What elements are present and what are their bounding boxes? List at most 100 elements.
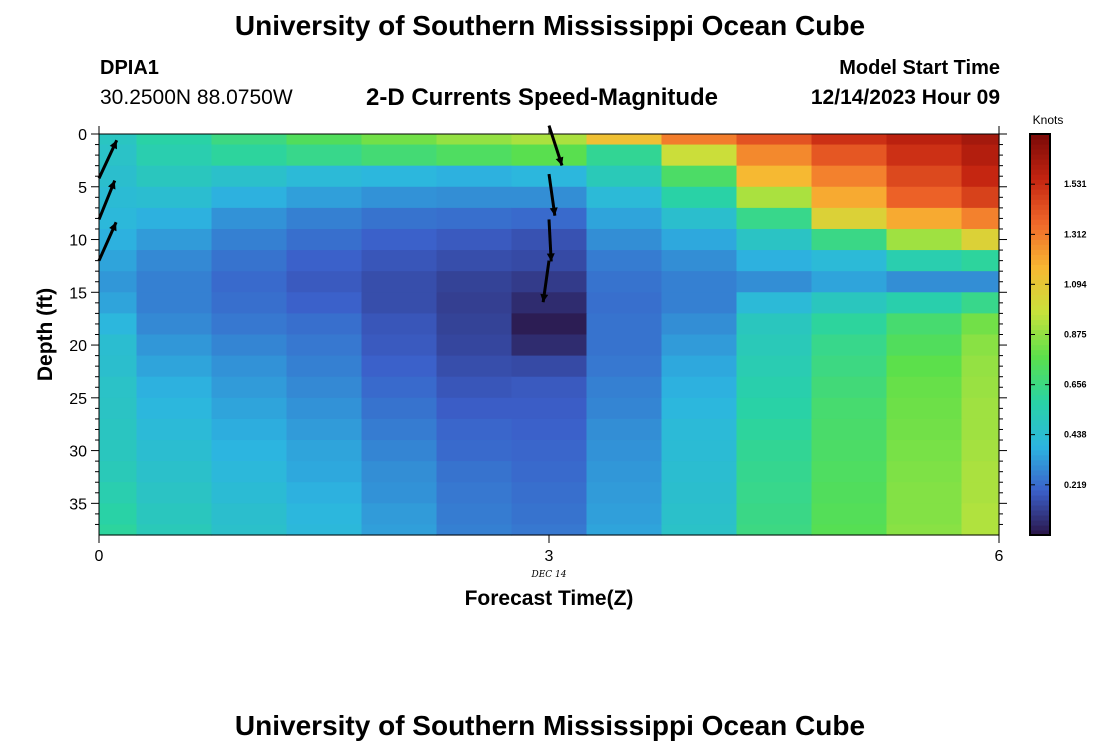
heatmap-cell — [99, 134, 138, 146]
footer-title: University of Southern Mississippi Ocean… — [234, 710, 866, 741]
heatmap-cell — [736, 397, 813, 420]
heatmap-cell — [211, 292, 288, 314]
heatmap-cell — [436, 482, 513, 504]
colorbar-swatch — [1030, 339, 1050, 346]
heatmap-cell — [436, 334, 513, 357]
heatmap-cell — [361, 313, 438, 336]
colorbar-tick-label: 1.312 — [1064, 229, 1087, 239]
heatmap-cell — [99, 207, 138, 230]
heatmap-cell — [361, 334, 438, 357]
colorbar-swatch — [1030, 399, 1050, 406]
colorbar-swatch — [1030, 309, 1050, 316]
heatmap-cell — [661, 440, 738, 462]
colorbar-swatch — [1030, 259, 1050, 265]
heatmap-cell — [136, 461, 213, 483]
current-vector-head — [109, 222, 117, 232]
heatmap-cell — [811, 292, 888, 314]
heatmap-cell — [661, 144, 738, 167]
heatmap-cell — [99, 165, 138, 188]
heatmap-cell — [211, 482, 288, 504]
colorbar-tick-label: 1.531 — [1064, 179, 1087, 189]
heatmap-cell — [136, 292, 213, 314]
heatmap-cell — [586, 271, 663, 293]
heatmap-cell — [211, 418, 288, 441]
colorbar-swatch — [1030, 489, 1050, 496]
page-title: University of Southern Mississippi Ocean… — [234, 10, 866, 41]
heatmap-cell — [736, 482, 813, 504]
heatmap-cell — [586, 334, 663, 357]
heatmap-cell — [586, 250, 663, 272]
x-tick-label: 3 — [545, 548, 554, 565]
heatmap-cell — [886, 503, 963, 526]
heatmap-cell — [811, 186, 888, 209]
heatmap-cell — [436, 228, 513, 251]
heatmap-cell — [811, 461, 888, 483]
heatmap-cell — [736, 134, 813, 146]
colorbar-swatch — [1030, 414, 1050, 421]
colorbar-tick-label: 0.875 — [1064, 330, 1087, 340]
colorbar-swatch — [1030, 479, 1050, 486]
heatmap-cell — [436, 292, 513, 314]
heatmap-cell — [661, 165, 738, 188]
heatmap-cell — [511, 482, 588, 504]
heatmap-cell — [961, 376, 1000, 399]
y-tick-label: 25 — [69, 391, 87, 408]
heatmap-cell — [586, 503, 663, 526]
colorbar-swatch — [1030, 439, 1050, 446]
colorbar-swatch — [1030, 389, 1050, 396]
heatmap-cell — [661, 355, 738, 378]
heatmap-cell — [586, 186, 663, 209]
heatmap-cell — [286, 440, 363, 462]
model-start-value: 12/14/2023 Hour 09 — [810, 86, 1000, 109]
heatmap-cell — [436, 524, 513, 536]
colorbar-swatch — [1030, 244, 1050, 250]
heatmap-cell — [661, 134, 738, 146]
heatmap-cell — [586, 524, 663, 536]
colorbar-label: Knots — [1033, 113, 1064, 127]
colorbar-swatch — [1030, 514, 1050, 521]
heatmap-cell — [99, 313, 138, 336]
heatmap-cell — [886, 418, 963, 441]
heatmap-cell — [811, 144, 888, 167]
heatmap-cell — [586, 134, 663, 146]
colorbar-swatch — [1030, 164, 1050, 170]
heatmap-cell — [286, 376, 363, 399]
heatmap-cell — [736, 355, 813, 378]
heatmap-cell — [286, 503, 363, 526]
x-date-label: DEC 14 — [531, 570, 567, 580]
heatmap-cell — [961, 165, 1000, 188]
heatmap-cell — [361, 482, 438, 504]
heatmap-cell — [736, 186, 813, 209]
heatmap-cell — [136, 271, 213, 293]
colorbar-swatch — [1030, 494, 1050, 501]
colorbar-swatch — [1030, 374, 1050, 381]
heatmap-cell — [661, 461, 738, 483]
heatmap-cell — [286, 207, 363, 230]
heatmap-cell — [886, 376, 963, 399]
heatmap-cell — [511, 376, 588, 399]
current-vector-head — [555, 156, 564, 166]
heatmap-cell — [136, 418, 213, 441]
heatmap-cell — [211, 397, 288, 420]
heatmap-cell — [736, 313, 813, 336]
colorbar-swatch — [1030, 509, 1050, 516]
colorbar-swatch — [1030, 364, 1050, 371]
current-vector-head — [540, 293, 549, 303]
heatmap-cell — [361, 134, 438, 146]
colorbar-swatch — [1030, 359, 1050, 366]
heatmap-cell — [661, 271, 738, 293]
colorbar-swatch — [1030, 249, 1050, 255]
colorbar-swatch — [1030, 214, 1050, 220]
colorbar-swatch — [1030, 209, 1050, 215]
colorbar-swatch — [1030, 274, 1050, 280]
colorbar-swatch — [1030, 384, 1050, 391]
heatmap-cell — [361, 503, 438, 526]
heatmap-cell — [811, 313, 888, 336]
heatmap-cell — [661, 482, 738, 504]
heatmap-cell — [211, 134, 288, 146]
x-tick-label: 6 — [995, 548, 1004, 565]
heatmap-cell — [586, 397, 663, 420]
colorbar-swatch — [1030, 174, 1050, 180]
colorbar-swatch — [1030, 464, 1050, 471]
heatmap-cell — [436, 376, 513, 399]
